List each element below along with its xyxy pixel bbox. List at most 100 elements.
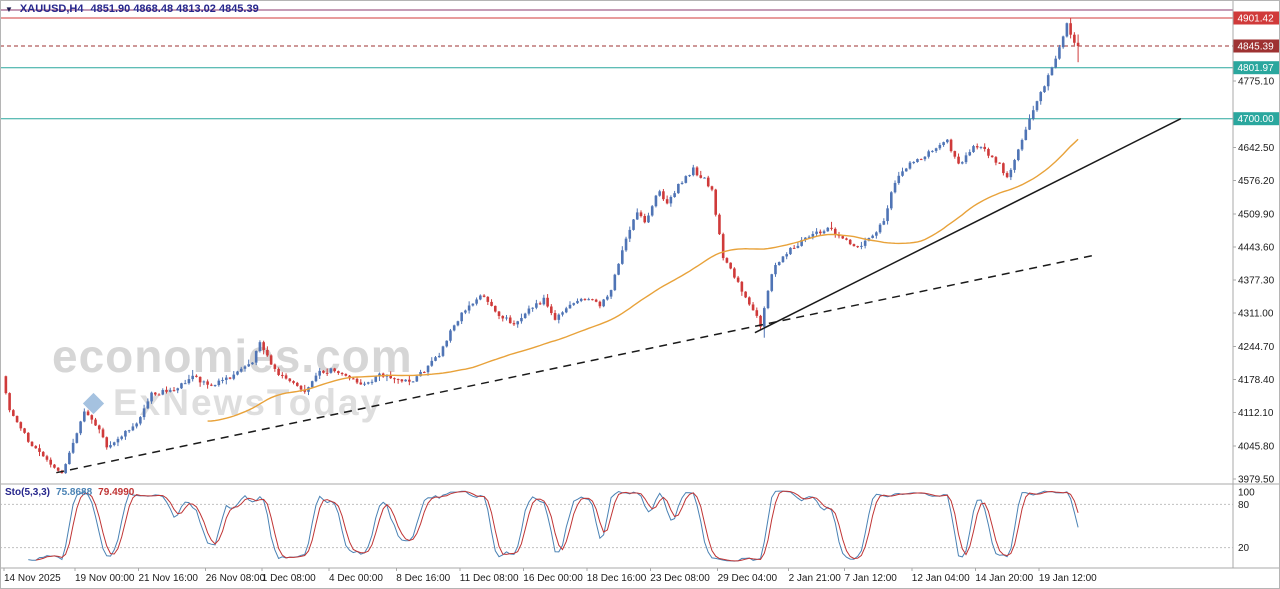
candle-body [228,377,232,379]
candle-body [591,299,594,301]
candle-body [277,368,280,375]
candle-body [441,346,445,356]
candle-body [736,277,740,282]
candle-body [579,298,583,301]
candle-body [396,378,400,380]
candle-body [938,145,942,149]
candle-body [684,176,688,183]
candle-body [643,216,647,223]
x-axis-label: 29 Dec 04:00 [718,573,778,584]
candle-body [613,274,617,291]
candle-body [94,419,97,426]
candle-body [908,162,912,169]
candle-body [314,375,318,382]
candle-body [998,162,1001,164]
candle-body [890,192,893,209]
candle-body [202,381,206,383]
candle-body [415,376,419,382]
candle-body [523,313,527,318]
candle-body [748,297,751,305]
y-axis-label: 4178.40 [1238,375,1275,386]
candle-body [15,415,19,423]
candle-body [912,162,916,164]
candle-body [471,303,475,306]
candle-body [8,393,11,411]
candle-body [449,330,452,341]
candle-body [845,238,848,240]
candle-body [479,295,482,300]
candle-body [710,186,714,190]
candle-body [217,380,221,386]
candle-body [105,437,109,448]
candle-body [650,206,654,216]
candle-body [807,236,811,238]
candle-body [127,430,131,432]
y-axis-label: 4775.10 [1238,77,1275,88]
candle-body [848,239,852,245]
indicator-signal-value: 79.4990 [98,487,135,498]
candle-body [624,238,628,251]
x-axis-label: 21 Nov 16:00 [139,573,199,584]
candle-body [856,246,859,248]
candle-body [430,360,434,366]
candle-body [583,298,587,300]
candle-body [893,182,897,193]
candle-body [460,312,463,322]
candle-body [83,411,86,422]
y-axis-label: 4244.70 [1238,342,1275,353]
candle-body [344,373,348,376]
x-axis-label: 26 Nov 08:00 [206,573,266,584]
candle-body [972,146,975,153]
candle-body [333,368,336,372]
candle-body [990,155,994,158]
candle-body [721,234,725,259]
candle-body [224,377,228,380]
candle-body [452,325,456,331]
candle-body [393,378,396,380]
candle-body [594,299,598,302]
candle-body [266,349,269,356]
symbol-dropdown-icon[interactable]: ▼ [5,4,13,14]
candle-body [508,317,512,324]
candle-body [766,290,770,309]
candle-body [901,171,904,176]
candle-body [654,195,658,207]
candle-body [1039,92,1043,102]
candle-body [64,464,67,474]
candle-body [830,227,833,229]
stochastic-scale-label: 100 [1238,488,1255,499]
candle-body [157,394,161,396]
candle-body [960,162,964,164]
candle-body [665,199,669,204]
candle-body [695,167,699,176]
candle-body [180,383,183,389]
candle-body [505,317,508,319]
candle-body [942,142,945,146]
x-axis-label: 19 Nov 00:00 [75,573,135,584]
candle-body [946,139,949,143]
candle-body [886,208,889,222]
candle-body [146,401,150,409]
candle-body [1050,67,1054,76]
candle-body [352,378,355,380]
candle-body [49,459,52,465]
candle-body [262,342,265,350]
candle-body [101,429,105,438]
candle-body [1054,58,1057,68]
candle-body [165,390,168,392]
price-badge [1233,61,1280,75]
candle-body [86,411,90,416]
candle-body [546,297,549,307]
candle-body [355,378,359,383]
candle-body [374,376,378,382]
candle-body [191,375,194,380]
candle-body [919,159,923,161]
candle-body [501,315,505,319]
candle-body [535,303,538,308]
candle-body [714,189,718,215]
x-axis-label: 4 Dec 00:00 [329,573,383,584]
candle-body [493,305,497,312]
candle-body [983,146,986,150]
candle-body [213,385,217,387]
